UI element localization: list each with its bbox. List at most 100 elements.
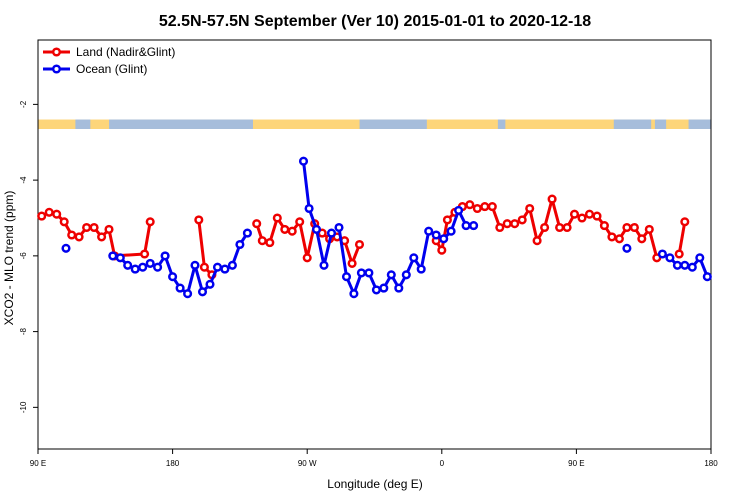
data-point (386, 270, 396, 280)
data-point (354, 239, 365, 250)
y-axis: -2 -4 -6 -8 -10 (19, 100, 38, 413)
data-point (680, 260, 690, 270)
land-ocean-strip (38, 119, 711, 129)
data-point (61, 243, 71, 253)
legend: Land (Nadir&Glint) Ocean (Glint) (43, 45, 175, 76)
data-point (287, 226, 297, 236)
data-point (687, 262, 697, 272)
data-point (302, 253, 312, 263)
data-point (461, 221, 471, 231)
data-point (130, 264, 140, 274)
series-ocean (61, 156, 712, 299)
legend-label: Land (Nadir&Glint) (76, 45, 175, 59)
x-tick-label: 90 E (568, 459, 584, 468)
data-point (272, 213, 282, 223)
x-tick-label: 180 (166, 459, 180, 468)
data-point (629, 222, 639, 233)
data-point (74, 232, 84, 242)
series-layer (37, 156, 712, 299)
data-point (235, 239, 245, 250)
data-point (622, 222, 632, 233)
data-point (607, 232, 617, 242)
data-point (37, 211, 47, 221)
data-point (364, 268, 374, 278)
data-point (115, 253, 125, 263)
data-point (123, 260, 133, 270)
data-point (175, 283, 185, 293)
data-point (153, 262, 163, 272)
data-point (194, 215, 204, 225)
data-point (614, 234, 624, 244)
series-line (41, 210, 152, 258)
data-point (702, 272, 712, 282)
data-point (145, 258, 155, 268)
data-point (437, 245, 447, 255)
data-point (52, 209, 62, 219)
data-point (371, 285, 381, 295)
data-point (257, 236, 267, 246)
data-point (44, 207, 54, 217)
x-tick-label: 90 E (30, 459, 46, 468)
series-line (677, 221, 687, 255)
data-point (569, 209, 580, 219)
data-point (592, 211, 602, 221)
data-point (532, 236, 542, 246)
ocean-band (109, 119, 253, 129)
data-point (145, 217, 155, 227)
y-tick-label: -6 (19, 252, 28, 260)
x-tick-label: 90 W (298, 459, 317, 468)
y-tick-label: -8 (19, 328, 28, 336)
data-point (334, 222, 344, 233)
data-point (394, 283, 404, 293)
data-point (584, 209, 595, 219)
data-point (454, 205, 464, 215)
data-point (59, 217, 69, 227)
x-axis-label: Longitude (deg E) (327, 477, 422, 491)
data-point (680, 217, 690, 227)
data-point (401, 270, 411, 280)
data-point (319, 260, 329, 270)
data-point (644, 224, 654, 234)
data-point (265, 238, 275, 248)
data-point (562, 222, 572, 233)
x-tick-label: 180 (704, 459, 718, 468)
data-point (672, 260, 682, 270)
data-point (104, 224, 114, 234)
data-point (89, 222, 99, 233)
data-point (67, 230, 77, 240)
ocean-band (613, 119, 652, 129)
y-tick-label: -4 (19, 176, 28, 184)
data-point (409, 253, 419, 263)
data-point (599, 221, 609, 231)
data-point (197, 287, 208, 297)
data-point (82, 222, 92, 233)
data-point (487, 202, 497, 212)
ocean-band (654, 119, 667, 129)
data-point (97, 232, 107, 242)
data-point (480, 202, 490, 212)
data-point (311, 224, 322, 234)
data-point (326, 228, 337, 238)
x-axis: 90 E 180 90 W 0 90 E 180 (30, 449, 718, 468)
data-point (220, 264, 230, 274)
data-point (502, 219, 512, 229)
ocean-band (497, 119, 506, 129)
series-line (337, 208, 474, 296)
data-point (540, 222, 550, 233)
data-point (547, 194, 557, 204)
legend-marker (51, 47, 62, 57)
data-point (465, 200, 475, 210)
ocean-band (75, 119, 91, 129)
legend-marker (51, 64, 62, 74)
plot-area (37, 39, 712, 450)
data-point (108, 251, 118, 261)
data-point (227, 260, 237, 270)
data-point (347, 258, 357, 268)
ocean-band (688, 119, 711, 129)
y-tick-label: -2 (19, 100, 28, 108)
data-point (379, 283, 389, 293)
ocean-band (359, 119, 427, 129)
plot-frame (37, 39, 712, 450)
data-point (525, 203, 535, 214)
data-point (416, 264, 426, 274)
